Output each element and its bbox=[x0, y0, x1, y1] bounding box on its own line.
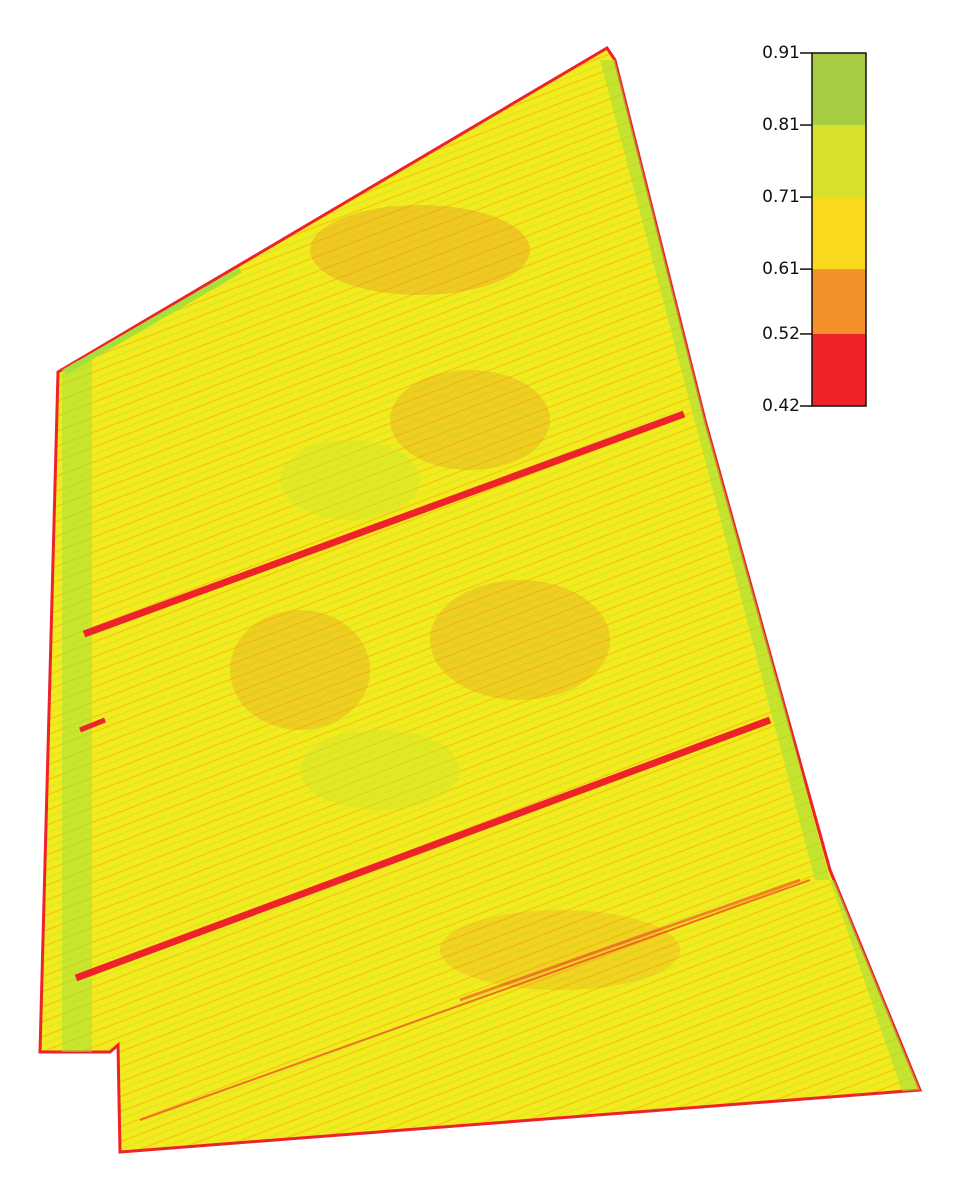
legend-tick-label: 0.91 bbox=[762, 43, 800, 63]
legend-tick-label: 0.81 bbox=[762, 115, 800, 135]
field bbox=[38, 45, 923, 1154]
legend-tick-label: 0.42 bbox=[762, 396, 800, 416]
legend-band bbox=[812, 125, 866, 198]
field-texture bbox=[62, 60, 920, 1100]
legend-frame bbox=[811, 52, 867, 407]
legend-tick-label: 0.52 bbox=[762, 324, 800, 344]
legend-band bbox=[812, 333, 866, 406]
legend-band bbox=[812, 197, 866, 270]
legend-tick-label: 0.61 bbox=[762, 259, 800, 279]
legend-tick-label: 0.71 bbox=[762, 187, 800, 207]
legend: 0.91 0.81 0.71 0.61 0.52 0.42 bbox=[762, 43, 867, 416]
legend-band bbox=[812, 269, 866, 334]
legend-band bbox=[812, 53, 866, 126]
